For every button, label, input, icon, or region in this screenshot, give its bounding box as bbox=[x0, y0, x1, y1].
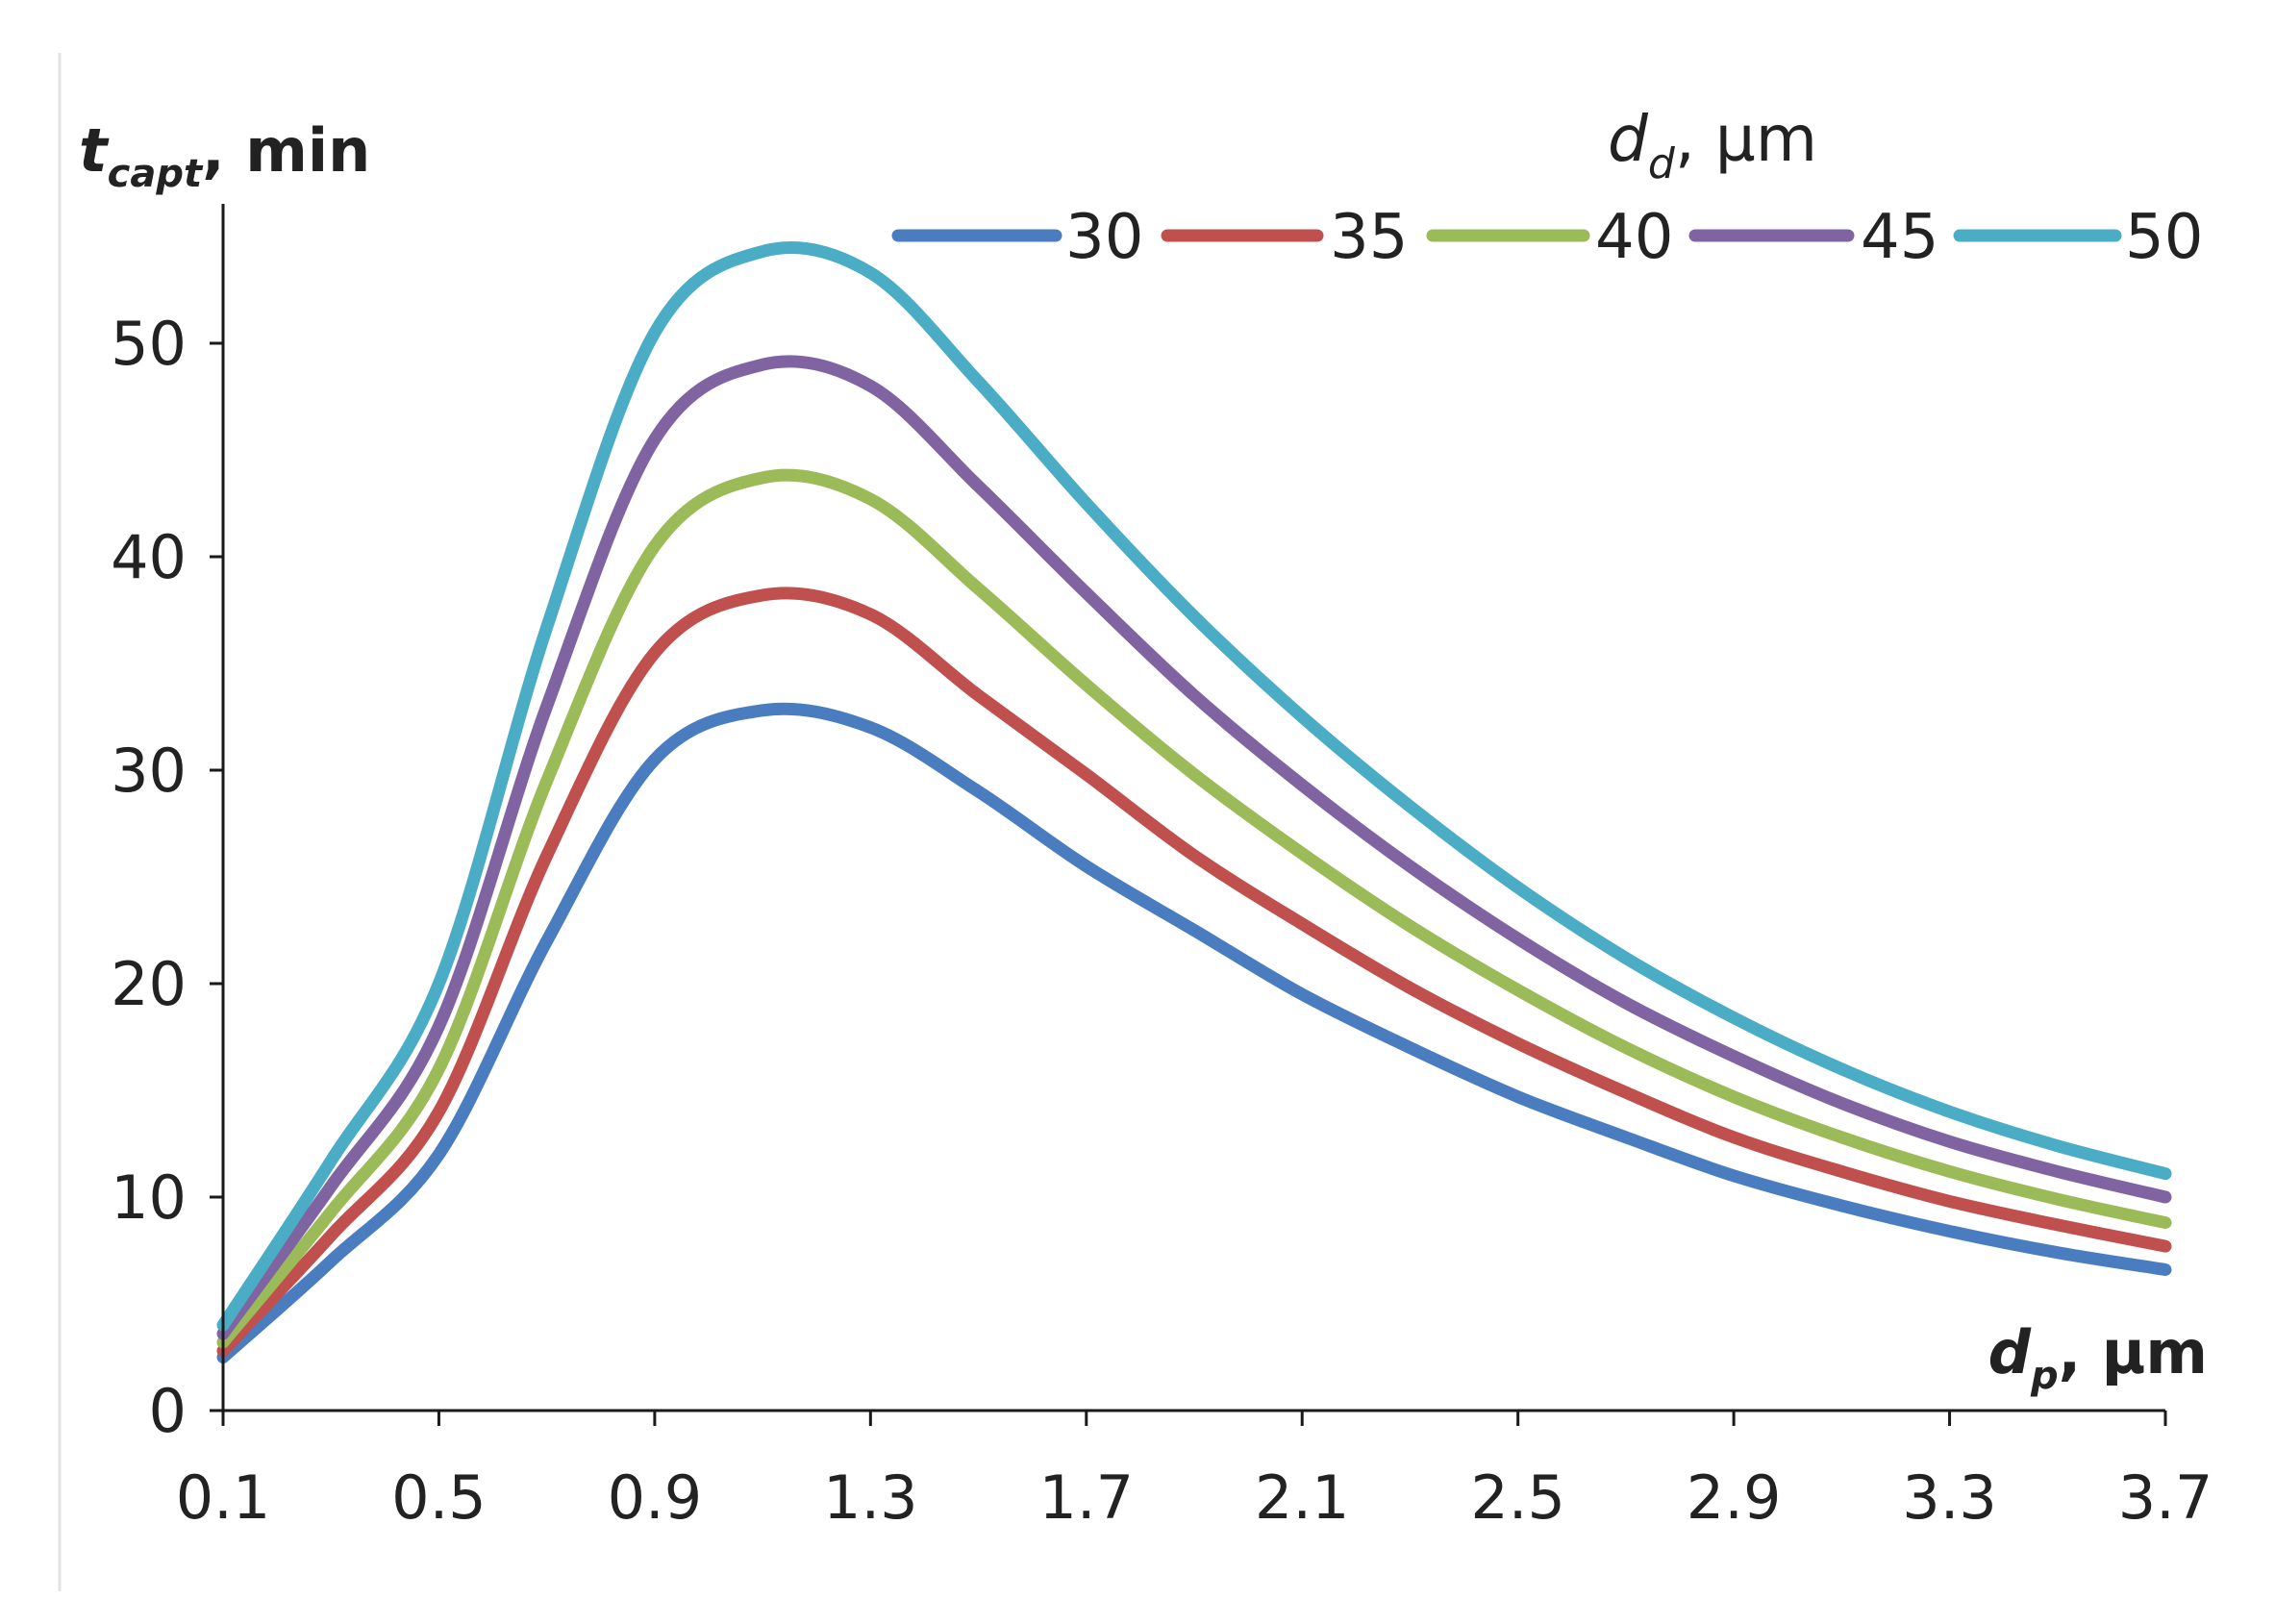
x-axis-title-main: d bbox=[1988, 1317, 2032, 1387]
y-tick-label: 30 bbox=[111, 736, 187, 806]
series-line-30 bbox=[216, 702, 2172, 1363]
axes: 0 10 20 30 40 50 0.1 0.5 0.9 1.3 1.7 2.1 2.5 2.9 3.3 3.… bbox=[111, 204, 2212, 1533]
x-tick-label: 2.9 bbox=[1687, 1462, 1782, 1533]
legend-label-30: 30 bbox=[1065, 202, 1143, 273]
series-line-50 bbox=[216, 240, 2172, 1332]
legend-title-sub: d bbox=[1648, 139, 1676, 188]
legend-label-45: 45 bbox=[1861, 202, 1938, 273]
legend-label-35: 35 bbox=[1330, 202, 1408, 273]
y-tick-label: 20 bbox=[111, 949, 187, 1019]
x-axis-title-sub: p bbox=[2030, 1354, 2059, 1398]
series-line-45 bbox=[216, 355, 2172, 1340]
y-tick-label: 40 bbox=[111, 522, 187, 592]
svg-text:dd, µm: dd, µm bbox=[1608, 102, 1817, 188]
series-line-35 bbox=[216, 587, 2172, 1358]
x-tick-label: 3.7 bbox=[2118, 1462, 2213, 1533]
legend-label-40: 40 bbox=[1595, 202, 1673, 273]
legend-title-unit: , µm bbox=[1675, 102, 1817, 176]
x-tick-label: 1.3 bbox=[823, 1462, 918, 1533]
legend-title: dd, µm bbox=[1608, 102, 1817, 188]
legend-title-main: d bbox=[1608, 102, 1649, 176]
y-axis-title-sub: capt bbox=[108, 152, 204, 196]
svg-text:tcapt, min: tcapt, min bbox=[79, 115, 370, 196]
x-axis-title-unit: , µm bbox=[2059, 1317, 2208, 1387]
x-tick-label: 3.3 bbox=[1902, 1462, 1997, 1533]
y-tick-label: 50 bbox=[111, 309, 187, 379]
x-tick-label: 0.5 bbox=[391, 1462, 487, 1533]
y-axis-title: tcapt, min bbox=[79, 115, 370, 196]
x-tick-label: 1.7 bbox=[1038, 1462, 1134, 1533]
x-axis-title: dp, µm bbox=[1988, 1317, 2208, 1398]
series-line-40 bbox=[216, 468, 2172, 1349]
x-tick-label: 0.9 bbox=[608, 1462, 703, 1533]
y-axis-title-unit: , min bbox=[202, 115, 370, 186]
x-tick-label: 2.1 bbox=[1255, 1462, 1350, 1533]
x-tick-label: 0.1 bbox=[176, 1462, 271, 1533]
y-tick-label: 10 bbox=[111, 1162, 187, 1233]
plot-lines bbox=[216, 240, 2172, 1363]
y-axis-title-main: t bbox=[79, 115, 110, 186]
y-tick-label: 0 bbox=[149, 1376, 187, 1446]
legend-label-50: 50 bbox=[2125, 202, 2203, 273]
x-tick-label: 2.5 bbox=[1470, 1462, 1565, 1533]
svg-text:dp, µm: dp, µm bbox=[1988, 1317, 2208, 1398]
legend: 30 35 40 45 50 bbox=[891, 202, 2203, 273]
